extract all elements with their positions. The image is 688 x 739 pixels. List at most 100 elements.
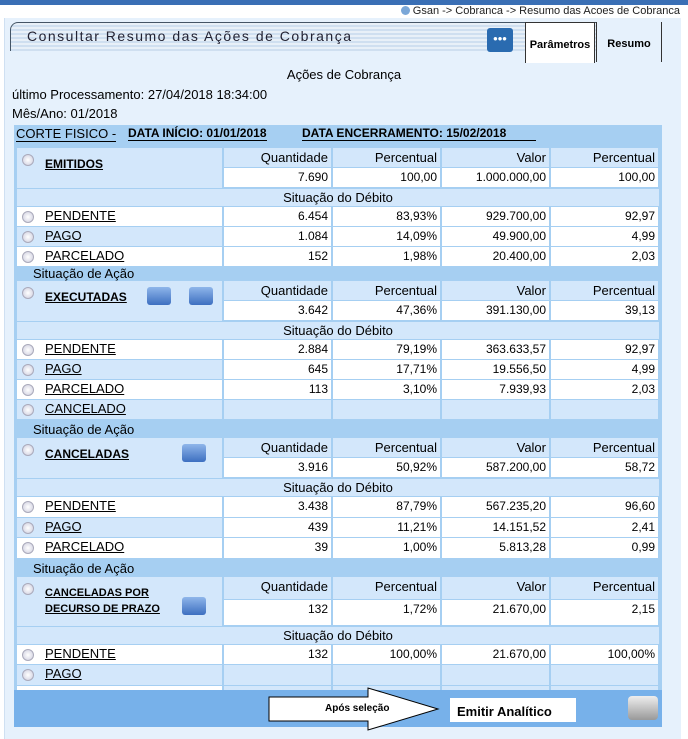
row-value: 83,93%	[331, 207, 440, 226]
column-header: Percentual	[331, 281, 440, 300]
row-value: 2,41	[549, 517, 658, 537]
section-label-cell: EXECUTADAS	[17, 281, 222, 321]
row-radio[interactable]	[22, 501, 34, 513]
row-value: 132	[222, 644, 331, 664]
column-header: Valor	[440, 438, 549, 457]
chat-icon[interactable]: •••	[487, 28, 513, 52]
column-header: Valor	[440, 281, 549, 300]
row-value: 5.813,28	[440, 538, 549, 558]
row-value: 3.438	[222, 497, 331, 517]
row-link[interactable]: PAGO	[45, 518, 82, 534]
section-heading: Ações de Cobrança	[286, 67, 402, 82]
total-value[interactable]: 7.690	[222, 168, 331, 187]
row-radio[interactable]	[22, 364, 34, 376]
column-header-row: Quantidade Percentual Valor Percentual	[222, 438, 659, 458]
section-link[interactable]: EXECUTADAS	[45, 290, 127, 304]
total-value: 50,92%	[331, 458, 440, 477]
section-values: Quantidade Percentual Valor Percentual 3.642…	[222, 281, 659, 321]
row-value: 363.633,57	[440, 340, 549, 359]
total-value: 132	[222, 599, 331, 625]
row-link[interactable]: PARCELADO	[45, 539, 125, 554]
row-radio[interactable]	[22, 542, 34, 554]
section-radio[interactable]	[22, 582, 34, 595]
situacao-acao-label: Situação de Ação	[33, 422, 135, 437]
row-link[interactable]: PAGO	[45, 666, 82, 681]
row-value	[440, 665, 549, 685]
row-link[interactable]: PENDENTE	[45, 645, 116, 661]
folder-icon[interactable]	[182, 596, 206, 615]
row-radio[interactable]	[22, 648, 34, 661]
situacao-debito-label: Situação do Débito	[17, 626, 659, 644]
row-value	[440, 400, 549, 419]
total-value: 100,00	[331, 168, 440, 187]
folder-icon[interactable]	[147, 287, 171, 305]
column-header: Percentual	[331, 438, 440, 457]
column-header-row: Quantidade Percentual Valor Percentual	[222, 148, 659, 168]
row-link[interactable]: PENDENTE	[45, 208, 116, 223]
row-value	[331, 400, 440, 419]
row-radio[interactable]	[22, 251, 34, 263]
tab-resumo[interactable]: Resumo	[596, 22, 662, 62]
row-value: 2,03	[549, 247, 658, 266]
row-value: 152	[222, 247, 331, 266]
section-radio[interactable]	[22, 444, 34, 456]
table-row: PAGO	[17, 665, 659, 686]
row-value: 4,99	[549, 227, 658, 246]
table-row: PARCELADO 152 1,98% 20.400,00 2,03	[17, 247, 659, 267]
totals-row: 3.642 47,36% 391.130,00 39,13	[222, 301, 659, 321]
row-label-cell: PAGO	[17, 227, 222, 246]
row-value: 1,98%	[331, 247, 440, 266]
section-link[interactable]: CANCELADAS POR DECURSO DE PRAZO	[45, 586, 160, 615]
emitir-analitico-button[interactable]: Emitir Analítico	[450, 698, 576, 722]
printer-icon[interactable]	[628, 696, 658, 720]
row-value: 96,60	[549, 497, 658, 517]
row-value: 3,10%	[331, 380, 440, 399]
row-value: 79,19%	[331, 340, 440, 359]
row-value: 645	[222, 360, 331, 379]
row-link[interactable]: PENDENTE	[45, 341, 116, 356]
row-link[interactable]: PAGO	[45, 361, 82, 376]
page-title: Consultar Resumo das Ações de Cobrança	[27, 28, 353, 44]
section-radio[interactable]	[22, 287, 34, 299]
row-value: 49.900,00	[440, 227, 549, 246]
row-value: 92,97	[549, 207, 658, 226]
row-link[interactable]: PAGO	[45, 228, 82, 243]
column-header: Percentual	[331, 576, 440, 599]
breadcrumb: Gsan -> Cobranca -> Resumo das Acoes de …	[400, 5, 680, 17]
row-radio[interactable]	[22, 384, 34, 396]
table-row: PENDENTE 3.438 87,79% 567.235,20 96,60	[17, 497, 659, 518]
table-row: PAGO 439 11,21% 14.151,52 2,41	[17, 517, 659, 538]
row-value	[331, 665, 440, 685]
top-bar	[0, 0, 688, 5]
column-header: Percentual	[549, 281, 658, 300]
data-encerramento: DATA ENCERRAMENTO: 15/02/2018	[302, 126, 537, 141]
column-header: Valor	[440, 576, 549, 599]
row-link[interactable]: PARCELADO	[45, 248, 125, 263]
column-header: Percentual	[549, 576, 658, 599]
row-radio[interactable]	[22, 231, 34, 243]
folder-icon[interactable]	[182, 444, 206, 462]
row-radio[interactable]	[22, 211, 34, 223]
row-radio[interactable]	[22, 344, 34, 356]
row-label-cell: PAGO	[17, 360, 222, 379]
row-radio[interactable]	[22, 669, 34, 681]
section-link[interactable]: EMITIDOS	[45, 157, 104, 171]
row-label-cell: PARCELADO	[17, 247, 222, 266]
row-value: 100,00%	[331, 644, 440, 664]
situacao-debito-label: Situação do Débito	[17, 322, 659, 339]
total-value: 21.670,00	[440, 599, 549, 625]
section-executadas: EXECUTADAS Quantidade Percentual Valor Perce…	[17, 281, 659, 321]
row-value: 6.454	[222, 207, 331, 226]
row-radio[interactable]	[22, 404, 34, 416]
situacao-debito-label: Situação do Débito	[17, 189, 659, 206]
row-link[interactable]: CANCELADO	[45, 401, 126, 416]
folder-icon[interactable]	[189, 287, 213, 305]
section-radio[interactable]	[22, 154, 34, 166]
column-header: Quantidade	[222, 148, 331, 167]
row-link[interactable]: PENDENTE	[45, 498, 116, 513]
tab-parametros[interactable]: Parâmetros	[525, 22, 595, 63]
section-link[interactable]: CANCELADAS	[45, 447, 129, 461]
row-label-cell: PENDENTE	[17, 644, 222, 664]
row-radio[interactable]	[22, 521, 34, 534]
row-link[interactable]: PARCELADO	[45, 381, 125, 396]
